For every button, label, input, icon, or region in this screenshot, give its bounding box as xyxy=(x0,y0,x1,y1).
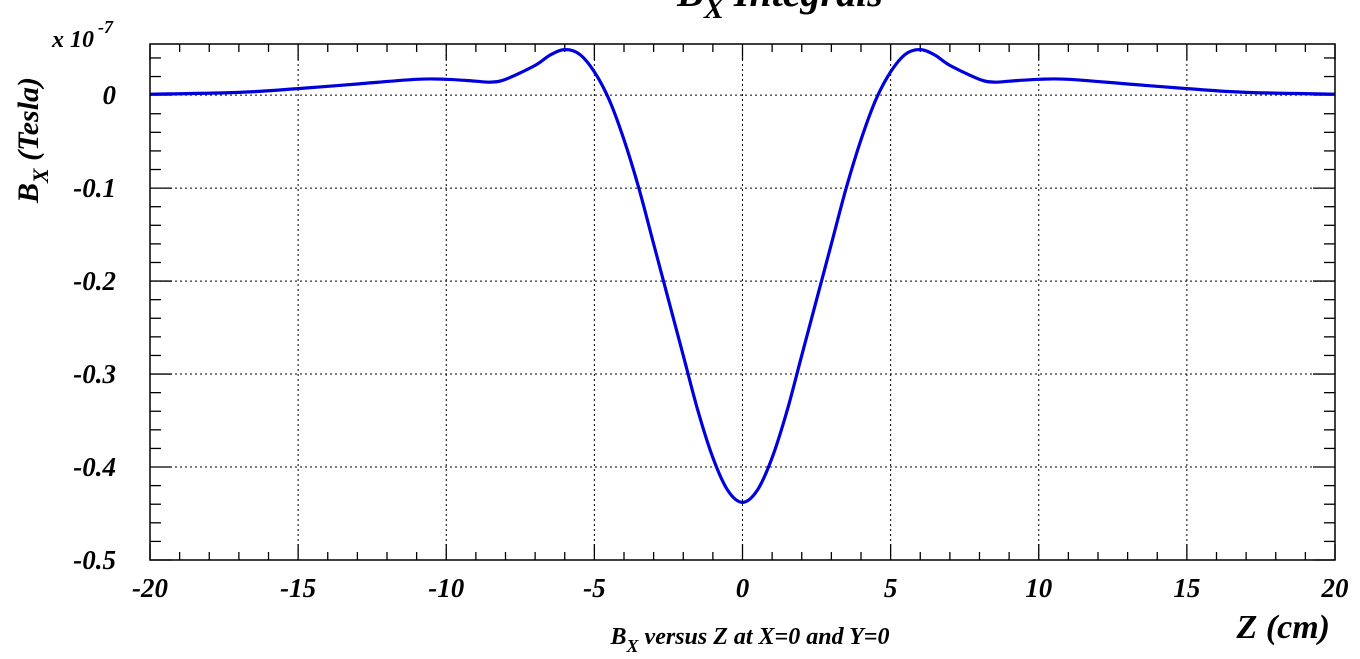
x-tick-label: -20 xyxy=(132,573,168,603)
x-tick-label: 10 xyxy=(1025,573,1053,603)
y-tick-label: 0 xyxy=(103,80,117,110)
plot-frame xyxy=(149,43,1336,561)
y-tick-label: -0.2 xyxy=(73,266,116,296)
y-axis-label: BX (Tesla) xyxy=(12,77,53,204)
x-axis-label: Z (cm) xyxy=(1236,609,1330,646)
axis-multiplier: x 10 -7 xyxy=(51,17,114,53)
x-tick-label: 20 xyxy=(1321,573,1350,603)
y-tick-label: -0.4 xyxy=(73,452,116,482)
x-tick-label: -15 xyxy=(280,573,316,603)
y-tick-label: -0.3 xyxy=(73,359,116,389)
x-tick-label: 15 xyxy=(1173,573,1200,603)
grid-lines xyxy=(150,44,1335,561)
chart-subtitle: BX versus Z at X=0 and Y=0 xyxy=(610,624,890,656)
x-tick-label: 0 xyxy=(736,573,750,603)
y-tick-label: -0.1 xyxy=(73,173,116,203)
chart-title: BX Integrals xyxy=(676,0,883,25)
axis-ticks xyxy=(149,44,1336,561)
x-tick-labels: -20 -15 -10 -5 0 5 10 15 20 xyxy=(132,573,1349,603)
y-tick-labels: 0 -0.1 -0.2 -0.3 -0.4 -0.5 xyxy=(73,80,116,575)
y-tick-label: -0.5 xyxy=(73,545,116,575)
x-tick-label: -5 xyxy=(583,573,606,603)
x-tick-label: -10 xyxy=(428,573,464,603)
x-tick-label: 5 xyxy=(884,573,898,603)
series-line xyxy=(149,47,1336,504)
